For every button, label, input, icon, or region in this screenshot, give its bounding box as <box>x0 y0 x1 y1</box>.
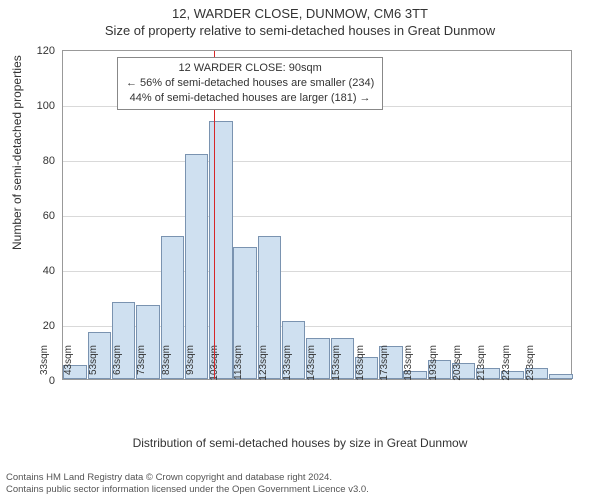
info-box-line: 12 WARDER CLOSE: 90sqm <box>126 61 374 76</box>
x-tick-label: 73sqm <box>136 345 147 385</box>
info-box-line: 44% of semi-detached houses are larger (… <box>126 91 374 106</box>
y-tick-label: 100 <box>37 100 55 112</box>
x-tick-label: 203sqm <box>452 345 463 385</box>
x-tick-label: 123sqm <box>258 345 269 385</box>
y-axis-label: Number of semi-detached properties <box>10 55 24 250</box>
x-tick-label: 83sqm <box>161 345 172 385</box>
x-tick-label: 103sqm <box>209 345 220 385</box>
x-tick-label: 233sqm <box>525 345 536 385</box>
gridline <box>63 271 571 272</box>
footer-attribution: Contains HM Land Registry data © Crown c… <box>6 472 594 496</box>
x-tick-label: 133sqm <box>282 345 293 385</box>
footer-line-1: Contains HM Land Registry data © Crown c… <box>6 472 594 484</box>
title-line-1: 12, WARDER CLOSE, DUNMOW, CM6 3TT <box>0 6 600 21</box>
chart-title-block: 12, WARDER CLOSE, DUNMOW, CM6 3TT Size o… <box>0 0 600 38</box>
plot-area: 02040608010012033sqm43sqm53sqm63sqm73sqm… <box>62 50 572 380</box>
y-tick-label: 120 <box>37 45 55 57</box>
x-tick-label: 63sqm <box>112 345 123 385</box>
chart-area: 02040608010012033sqm43sqm53sqm63sqm73sqm… <box>62 50 572 430</box>
x-tick-label: 153sqm <box>331 345 342 385</box>
y-tick-label: 40 <box>43 265 55 277</box>
footer-line-2: Contains public sector information licen… <box>6 484 594 496</box>
y-tick-label: 60 <box>43 210 55 222</box>
title-line-2: Size of property relative to semi-detach… <box>0 23 600 38</box>
reference-info-box: 12 WARDER CLOSE: 90sqm← 56% of semi-deta… <box>117 57 383 110</box>
info-box-line: ← 56% of semi-detached houses are smalle… <box>126 76 374 91</box>
x-tick-label: 33sqm <box>39 345 50 385</box>
x-tick-label: 163sqm <box>355 345 366 385</box>
x-tick-label: 193sqm <box>428 345 439 385</box>
x-tick-label: 93sqm <box>185 345 196 385</box>
x-tick-label: 143sqm <box>306 345 317 385</box>
x-tick-label: 43sqm <box>63 345 74 385</box>
x-tick-label: 183sqm <box>403 345 414 385</box>
gridline <box>63 161 571 162</box>
x-tick-label: 113sqm <box>233 345 244 385</box>
histogram-bar <box>549 374 573 380</box>
x-axis-label: Distribution of semi-detached houses by … <box>0 436 600 450</box>
x-tick-label: 213sqm <box>476 345 487 385</box>
x-tick-label: 173sqm <box>379 345 390 385</box>
x-tick-label: 223sqm <box>501 345 512 385</box>
gridline <box>63 216 571 217</box>
x-tick-label: 53sqm <box>88 345 99 385</box>
y-tick-label: 20 <box>43 320 55 332</box>
y-tick-label: 80 <box>43 155 55 167</box>
